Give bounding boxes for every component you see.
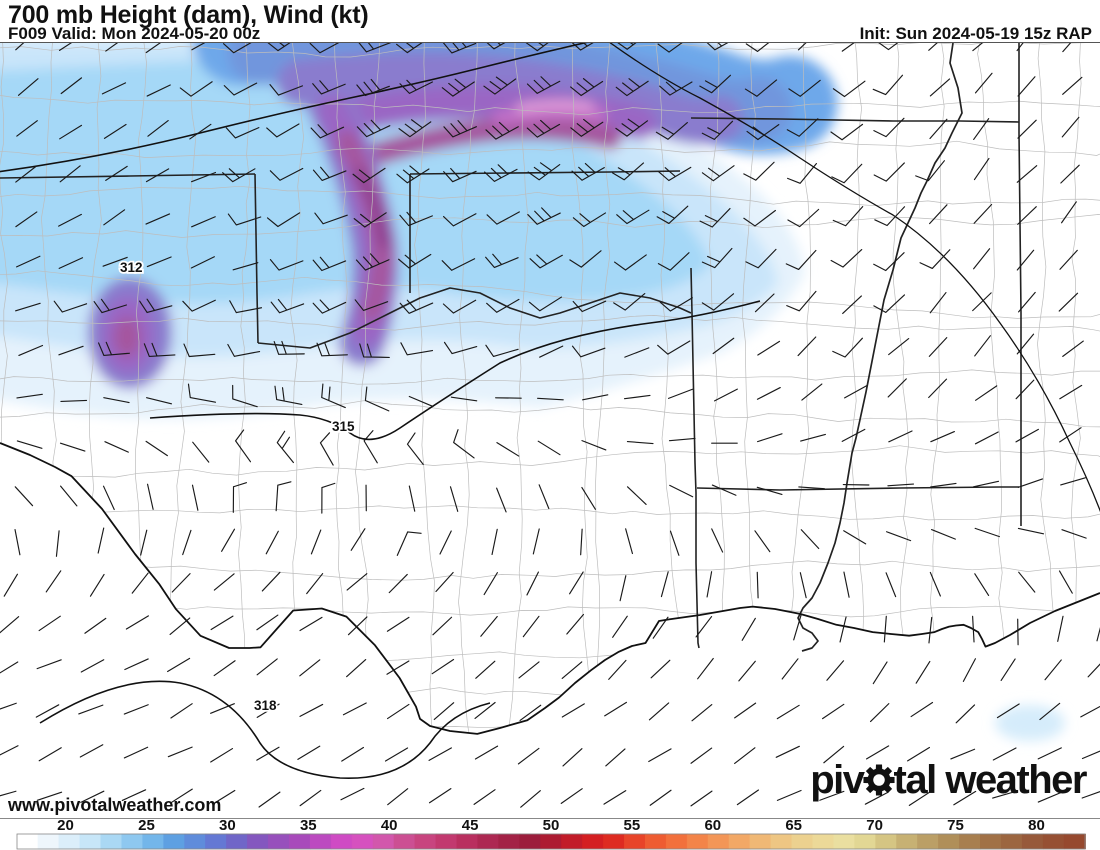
svg-text:315: 315 (332, 419, 355, 434)
svg-text:55: 55 (624, 817, 641, 834)
svg-text:60: 60 (704, 817, 721, 834)
svg-text:70: 70 (866, 817, 883, 834)
svg-text:50: 50 (543, 817, 560, 834)
svg-text:40: 40 (381, 817, 398, 834)
svg-text:65: 65 (785, 817, 802, 834)
svg-text:25: 25 (138, 817, 155, 834)
svg-text:20: 20 (57, 817, 74, 834)
svg-text:318: 318 (254, 698, 277, 713)
svg-text:75: 75 (947, 817, 964, 834)
svg-text:80: 80 (1028, 817, 1045, 834)
svg-text:35: 35 (300, 817, 317, 834)
svg-text:312: 312 (120, 260, 143, 275)
svg-text:45: 45 (462, 817, 479, 834)
svg-text:30: 30 (219, 817, 236, 834)
